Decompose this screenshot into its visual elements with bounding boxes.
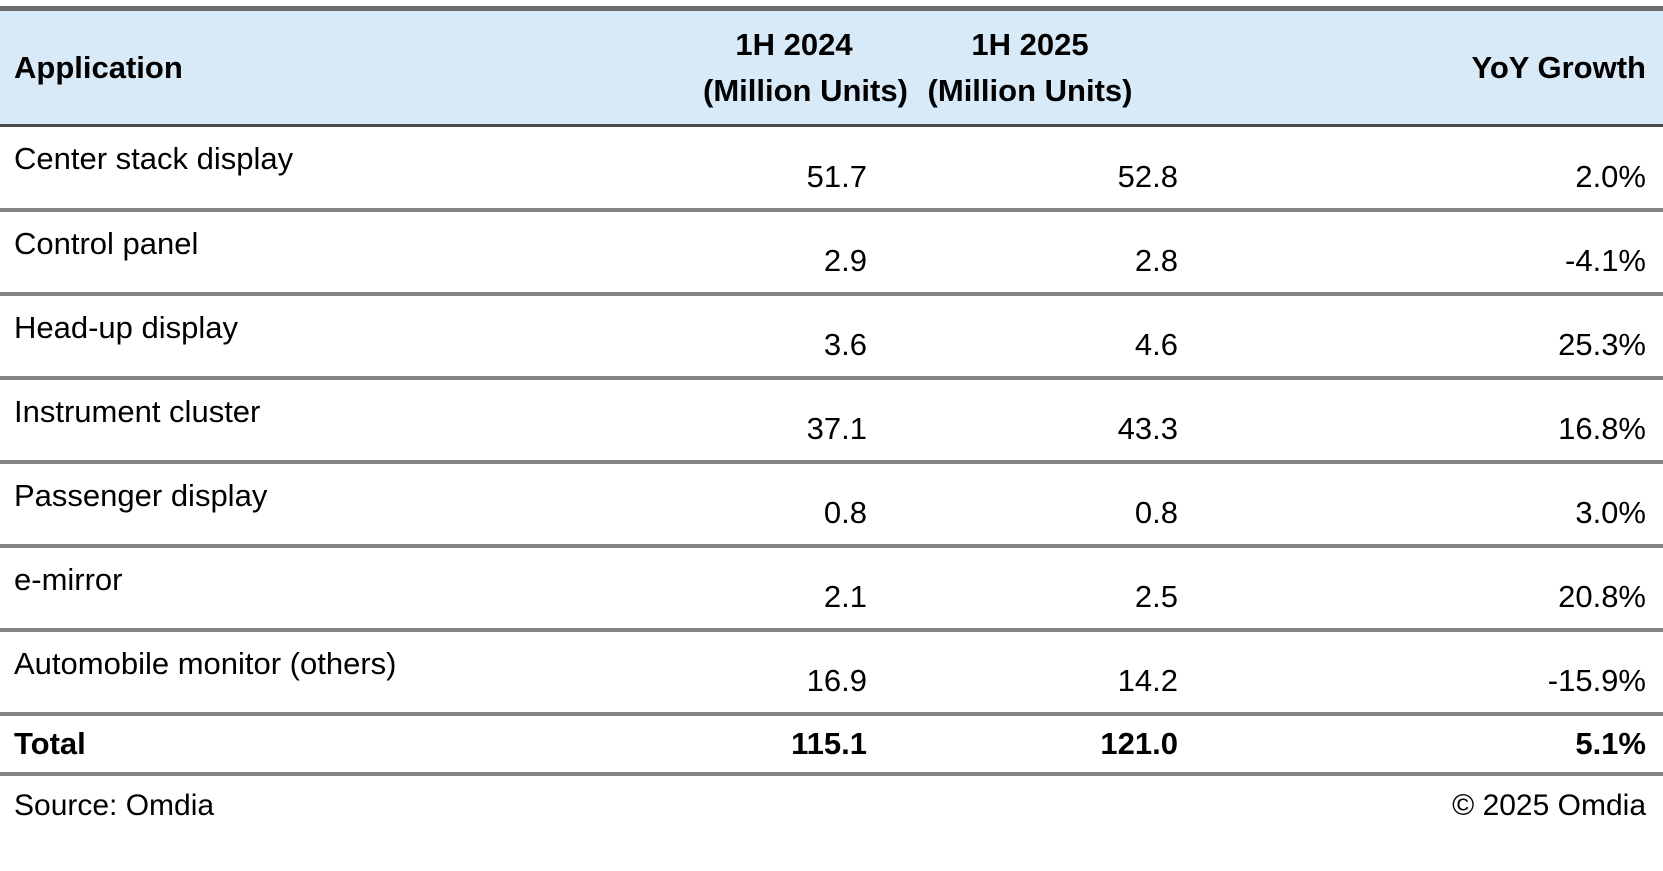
auto-display-shipments-table: Application 1H 2024 (Million Units) 1H 2… [0,6,1663,776]
total-h1-2024-cell: 115.1 [585,713,885,776]
h1-2025-value-cell: 2.8 [885,209,1195,296]
table-row-control-panel: Control panel 2.9 2.8 -4.1% [0,209,1663,296]
h1-2024-value-cell: 51.7 [585,125,885,212]
h1-2025-value-cell: 52.8 [885,125,1195,212]
application-cell: e-mirror [0,545,585,632]
yoy-growth-cell: -4.1% [1195,209,1663,296]
total-h1-2025-cell: 121.0 [885,713,1195,776]
col-header-yoy-growth: YoY Growth [1195,8,1663,127]
total-label-cell: Total [0,713,585,776]
h1-2025-value-cell: 2.5 [885,545,1195,632]
h1-2025-value-cell: 14.2 [885,629,1195,716]
table-header-row: Application 1H 2024 (Million Units) 1H 2… [0,8,1663,127]
col-header-1h2025-line1: 1H 2025 [971,26,1089,62]
application-cell: Passenger display [0,461,585,548]
h1-2024-value-cell: 3.6 [585,293,885,380]
table-row-total: Total 115.1 121.0 5.1% [0,713,1663,776]
col-header-1h2024-line2: (Million Units) [703,72,908,108]
total-yoy-cell: 5.1% [1195,713,1663,776]
h1-2024-value-cell: 2.1 [585,545,885,632]
yoy-growth-cell: 3.0% [1195,461,1663,548]
yoy-growth-cell: 20.8% [1195,545,1663,632]
application-cell: Control panel [0,209,585,296]
h1-2025-value-cell: 4.6 [885,293,1195,380]
table-row-instrument-cluster: Instrument cluster 37.1 43.3 16.8% [0,377,1663,464]
h1-2024-value-cell: 16.9 [585,629,885,716]
yoy-growth-cell: -15.9% [1195,629,1663,716]
application-cell: Automobile monitor (others) [0,629,585,716]
yoy-growth-cell: 16.8% [1195,377,1663,464]
col-header-application: Application [0,8,585,127]
table-row-automobile-monitor-others: Automobile monitor (others) 16.9 14.2 -1… [0,629,1663,716]
col-header-1h2024-line1: 1H 2024 [735,26,853,62]
application-cell: Head-up display [0,293,585,380]
h1-2024-value-cell: 0.8 [585,461,885,548]
h1-2024-value-cell: 37.1 [585,377,885,464]
col-header-1h2024: 1H 2024 (Million Units) [585,8,908,127]
h1-2024-value-cell: 2.9 [585,209,885,296]
yoy-growth-cell: 25.3% [1195,293,1663,380]
application-cell: Center stack display [0,125,585,212]
h1-2025-value-cell: 0.8 [885,461,1195,548]
application-cell: Instrument cluster [0,377,585,464]
yoy-growth-cell: 2.0% [1195,125,1663,212]
table-row-passenger-display: Passenger display 0.8 0.8 3.0% [0,461,1663,548]
copyright-note: © 2025 Omdia [1452,788,1646,822]
table-row-e-mirror: e-mirror 2.1 2.5 20.8% [0,545,1663,632]
footer: Source: Omdia © 2025 Omdia [0,776,1663,823]
source-note: Source: Omdia [14,788,215,822]
table-row-head-up-display: Head-up display 3.6 4.6 25.3% [0,293,1663,380]
col-header-1h2025-line2: (Million Units) [927,72,1133,108]
table-row-center-stack-display: Center stack display 51.7 52.8 2.0% [0,125,1663,212]
page: Application 1H 2024 (Million Units) 1H 2… [0,6,1663,823]
col-header-1h2025: 1H 2025 (Million Units) [885,8,1195,127]
h1-2025-value-cell: 43.3 [885,377,1195,464]
